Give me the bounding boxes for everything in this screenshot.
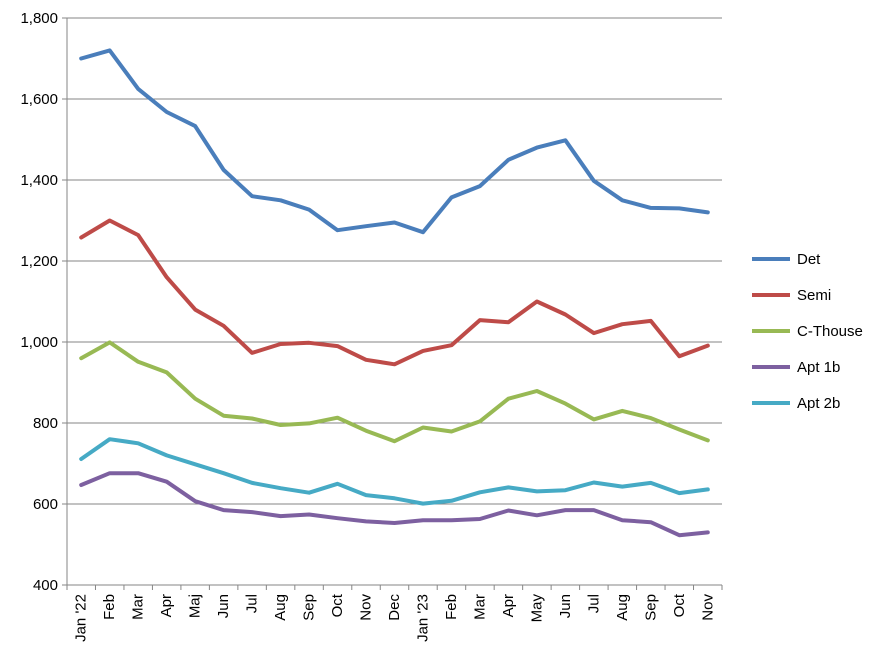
x-tick-label: Aug: [272, 594, 289, 621]
x-tick-label: Aug: [614, 594, 631, 621]
y-tick-label: 400: [33, 577, 58, 594]
x-tick-label: Feb: [101, 594, 118, 620]
series-line-1: [79, 218, 710, 367]
x-tick-label: Jul: [244, 594, 261, 613]
legend: Det Semi C-Thouse Apt 1b Apt 2b: [752, 251, 863, 412]
x-tick-label: Sep: [301, 594, 318, 621]
x-tick-label: Feb: [443, 594, 460, 620]
x-tick-label: Jul: [585, 594, 602, 613]
x-tick-label: Oct: [671, 593, 688, 617]
x-tick-label: Mar: [471, 594, 488, 620]
x-tick-label: Nov: [358, 594, 375, 621]
x-tick-label: Jan '22: [73, 594, 90, 642]
series-line-2: [79, 340, 710, 444]
y-tick-label: 1,600: [20, 91, 58, 108]
x-tick-label: Oct: [329, 593, 346, 617]
legend-label: C-Thouse: [797, 323, 863, 340]
x-axis-tick-labels: Jan '22 Feb Mar Apr Maj Jun Jul Aug Sep Oct Nov Dec…: [73, 593, 717, 642]
x-tick-label: Apr: [158, 594, 175, 617]
x-tick-label: Mar: [130, 594, 147, 620]
axes: [62, 17, 723, 590]
x-tick-label: Jun: [557, 594, 574, 618]
y-tick-label: 1,800: [20, 10, 58, 27]
legend-label: Det: [797, 251, 821, 268]
y-axis-tick-labels: 400 600 800 1,000 1,200 1,400 1,600 1,800: [20, 10, 58, 594]
x-tick-label: Sep: [642, 594, 659, 621]
x-tick-label: Jun: [215, 594, 232, 618]
legend-label: Semi: [797, 287, 831, 304]
x-tick-label: May: [528, 594, 545, 623]
y-tick-label: 1,400: [20, 172, 58, 189]
series-line-0: [79, 48, 710, 235]
y-tick-label: 1,200: [20, 253, 58, 270]
gridlines: [67, 17, 722, 505]
series-lines: [79, 48, 710, 538]
y-tick-label: 1,000: [20, 334, 58, 351]
y-tick-label: 800: [33, 415, 58, 432]
y-tick-label: 600: [33, 496, 58, 513]
series-line-3: [79, 471, 710, 538]
series-line-4: [79, 437, 710, 506]
legend-label: Apt 1b: [797, 359, 840, 376]
x-tick-label: Apr: [500, 594, 517, 617]
legend-label: Apt 2b: [797, 395, 840, 412]
x-tick-label: Nov: [699, 594, 716, 621]
x-tick-label: Jan '23: [414, 594, 431, 642]
x-tick-label: Maj: [187, 594, 204, 618]
x-tick-label: Dec: [386, 594, 403, 621]
